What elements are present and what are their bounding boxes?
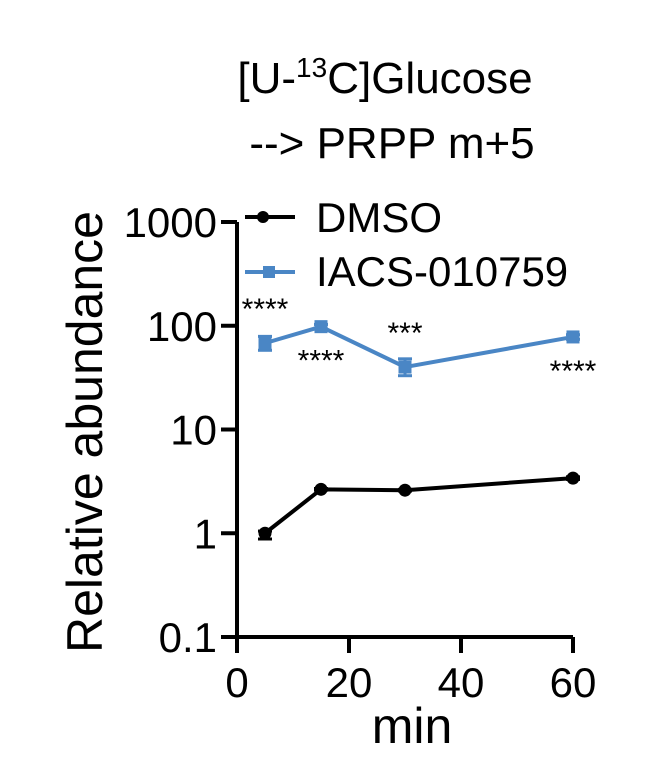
y-tick-labels: 0.1 1 10 100 1000 [124, 199, 217, 661]
chart-title-line2: --> PRPP m+5 [249, 119, 534, 168]
series-line [263, 476, 574, 535]
x-tick-label: 0 [225, 659, 248, 706]
x-tick-label: 20 [326, 659, 373, 706]
x-tick-label: 40 [438, 659, 485, 706]
x-tick-label: 60 [550, 659, 597, 706]
x-axis-label: min [372, 698, 453, 754]
series-layer [258, 320, 580, 541]
y-axis-label: Relative abundance [57, 211, 113, 653]
data-point [566, 330, 580, 344]
legend-item-dmso: DMSO [245, 194, 442, 241]
axes [221, 220, 575, 653]
y-tick-label: 10 [170, 407, 217, 454]
y-tick-label: 1000 [124, 199, 217, 246]
legend-label-iacs: IACS-010759 [316, 248, 568, 295]
legend: DMSO IACS-010759 [245, 194, 568, 295]
legend-label-dmso: DMSO [316, 194, 442, 241]
chart-title-prefix: [U- [237, 54, 296, 103]
data-point [314, 320, 328, 334]
data-point [258, 336, 272, 350]
chart-title-superscript: 13 [296, 52, 327, 83]
data-point [258, 526, 272, 540]
chart-title-line1: [U-13C]Glucose [237, 52, 532, 103]
data-point [566, 471, 580, 485]
significance-label: **** [550, 355, 597, 388]
significance-label: **** [298, 345, 345, 378]
legend-item-iacs: IACS-010759 [245, 248, 568, 295]
legend-marker-dmso [257, 211, 269, 223]
annotations: *************** [242, 293, 597, 388]
chart-title-suffix: C]Glucose [327, 54, 532, 103]
y-tick-label: 100 [147, 303, 217, 350]
series-line [264, 324, 574, 370]
series-1 [258, 320, 580, 378]
legend-marker-iacs [263, 266, 275, 278]
significance-label: *** [387, 317, 422, 350]
y-tick-label: 0.1 [159, 614, 217, 661]
x-tick-labels: 0 20 40 60 [225, 659, 596, 706]
significance-label: **** [242, 293, 289, 326]
series-0 [258, 471, 580, 541]
data-point [314, 482, 328, 496]
data-point [398, 483, 412, 497]
y-tick-label: 1 [194, 510, 217, 557]
data-point [398, 360, 412, 374]
